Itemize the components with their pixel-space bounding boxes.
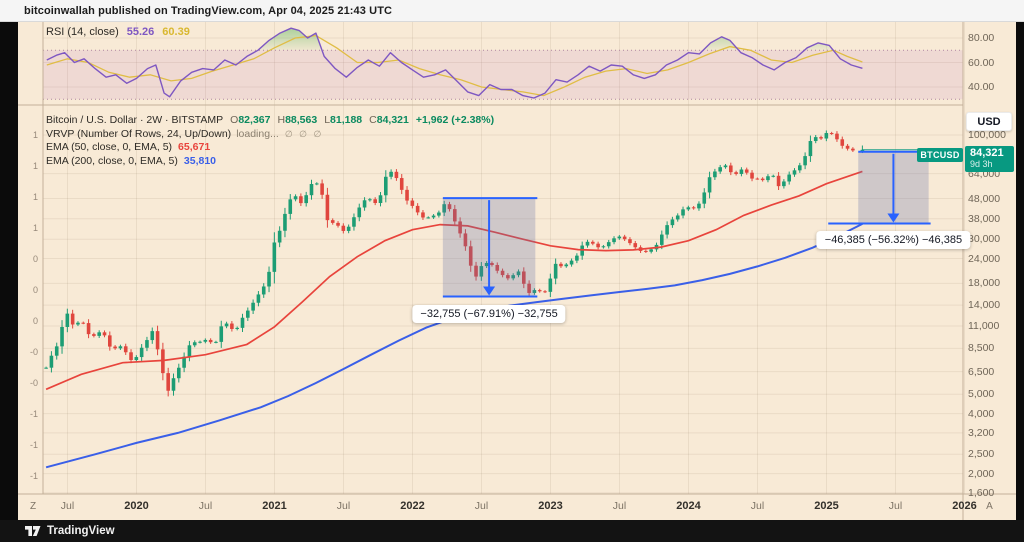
- price-axis-label: 2,000: [968, 467, 995, 480]
- time-axis-label: 2025: [814, 500, 839, 512]
- left-scale-label: 0: [32, 254, 38, 264]
- left-scale-label: -0: [29, 347, 38, 357]
- price-axis-label: 3,200: [968, 426, 995, 439]
- indicator-label: EMA (50, close, 0, EMA, 5): [46, 141, 173, 153]
- rsi-axis-label: 40.00: [968, 81, 995, 93]
- rsi-axis-label: 60.00: [968, 56, 995, 69]
- indicator-legend-rows: VRVP (Number Of Rows, 24, Up/Down) loadin…: [46, 128, 494, 169]
- ema50-line: [45, 170, 863, 391]
- rsi-axis-label: 80.00: [968, 32, 995, 44]
- measurement-label-1: −32,755 (−67.91%) −32,755: [412, 304, 566, 323]
- indicator-label: VRVP (Number Of Rows, 24, Up/Down): [46, 127, 232, 140]
- left-scale-label: -0: [29, 378, 38, 388]
- time-axis-label: 2022: [400, 500, 425, 512]
- time-axis-label: Jul: [750, 500, 765, 512]
- left-scale-label: -1: [29, 440, 38, 450]
- price-axis-label: 6,500: [968, 365, 995, 378]
- time-axis-label: Jul: [198, 500, 213, 512]
- price-axis-label: 14,000: [968, 299, 1001, 312]
- left-scale-label: -1: [29, 471, 38, 481]
- candlestick-series: [44, 130, 865, 397]
- price-axis-label: 8,500: [968, 342, 995, 355]
- grid-lines: [43, 22, 965, 494]
- time-axis-label: Jul: [612, 500, 627, 512]
- ohlc-value: 88,563: [285, 114, 318, 126]
- left-scale-label: 1: [32, 223, 38, 233]
- rsi-indicator-legend[interactable]: RSI (14, close) 55.26 60.39: [46, 26, 190, 38]
- time-axis-label: 2024: [676, 500, 701, 512]
- price-axis-label: 11,000: [968, 320, 1000, 333]
- indicator-action-icons[interactable]: ∅ ∅ ∅: [284, 128, 324, 139]
- rsi-value: 55.26: [126, 26, 155, 38]
- price-axis-label: 1,600: [968, 486, 995, 499]
- symbol-price-tag: BTCUSD: [917, 148, 963, 162]
- rsi-band: [43, 50, 963, 100]
- indicator-legend-row-2[interactable]: EMA (50, close, 0, EMA, 5) 65,671: [46, 141, 494, 155]
- rsi-legend-title: RSI (14, close): [46, 26, 119, 38]
- price-axis-label: 48,000: [968, 192, 1001, 205]
- symbol-title: Bitcoin / U.S. Dollar · 2W · BITSTAMP: [46, 114, 224, 126]
- price-axis-label: 2,500: [968, 448, 995, 461]
- left-scale-label: 0: [32, 285, 38, 295]
- time-axis-label: 2021: [262, 500, 287, 512]
- time-axis-label: 2023: [538, 500, 563, 512]
- price-axis-label: 38,000: [968, 212, 1001, 225]
- left-scale-label: 1: [32, 161, 38, 171]
- change-value: +1,962 (+2.38%): [415, 114, 495, 126]
- symbol-legend-row[interactable]: Bitcoin / U.S. Dollar · 2W · BITSTAMP O82…: [46, 114, 494, 128]
- rsi-ma-value: 60.39: [162, 26, 190, 38]
- ohlc-value: 84,321: [376, 114, 409, 126]
- left-scale-label: 1: [32, 192, 38, 202]
- time-axis-label: Jul: [888, 500, 903, 512]
- price-axis-label: 5,000: [968, 388, 995, 401]
- tradingview-logo-icon[interactable]: [24, 524, 41, 538]
- ohlc-value: 82,367: [238, 114, 271, 126]
- footer-bar: TradingView: [0, 520, 1024, 542]
- ohlc-key: L: [324, 114, 331, 126]
- indicator-status: loading...: [236, 127, 279, 140]
- timezone-corner-button[interactable]: Z: [30, 501, 37, 512]
- indicator-legend-row-3[interactable]: EMA (200, close, 0, EMA, 5) 35,810: [46, 155, 494, 169]
- ohlc-key: C: [369, 114, 377, 126]
- ohlc-value: 81,188: [330, 114, 363, 126]
- chart-canvas[interactable]: [18, 22, 1016, 520]
- bar-countdown: 9d 3h: [970, 158, 993, 169]
- left-scale-label: 1: [32, 130, 38, 140]
- chart-card: RSI (14, close) 55.26 60.39 Bitcoin / U.…: [18, 22, 1016, 520]
- indicator-value: 65,671: [178, 141, 211, 153]
- publish-header-text: bitcoinwallah published on TradingView.c…: [24, 4, 393, 17]
- time-axis-label: 2026: [952, 500, 977, 512]
- indicator-legend-row-1[interactable]: VRVP (Number Of Rows, 24, Up/Down) loadin…: [46, 128, 494, 142]
- time-axis-label: Jul: [336, 500, 351, 512]
- left-scale-label: -1: [29, 409, 38, 419]
- price-axis-label: 24,000: [968, 252, 1001, 265]
- last-price-value: 84,321: [970, 147, 1004, 159]
- price-axis-label: 100,000: [968, 129, 1006, 141]
- time-axis-label: 2020: [124, 500, 149, 512]
- indicator-value: 35,810: [183, 154, 217, 167]
- ohlc-key: O: [230, 114, 239, 126]
- time-axis-label: Jul: [60, 500, 75, 512]
- left-scale-label: 0: [32, 316, 38, 326]
- time-axis-label: Jul: [474, 500, 489, 512]
- currency-usd-button[interactable]: USD: [966, 112, 1012, 131]
- ohlc-values: O82,367 H88,563 L81,188 C84,321: [223, 114, 409, 126]
- price-axis-label: 4,000: [968, 407, 995, 420]
- auto-scale-corner-button[interactable]: A: [986, 501, 993, 512]
- publish-header-bar: bitcoinwallah published on TradingView.c…: [0, 0, 1024, 22]
- price-axis-label: 30,000: [968, 233, 1001, 246]
- indicator-label: EMA (200, close, 0, EMA, 5): [46, 154, 178, 167]
- last-price-badge: 84,321 9d 3h: [965, 146, 1014, 172]
- price-range-tool-1[interactable]: [442, 197, 538, 298]
- rsi-line: [46, 27, 863, 99]
- price-range-tool-2[interactable]: [828, 150, 931, 225]
- measurement-label-2: −46,385 (−56.32%) −46,385: [816, 231, 971, 250]
- main-chart-legend: Bitcoin / U.S. Dollar · 2W · BITSTAMP O82…: [46, 114, 494, 168]
- ohlc-key: H: [277, 114, 286, 126]
- tradingview-brand-text[interactable]: TradingView: [47, 525, 115, 537]
- price-axis-label: 18,000: [968, 277, 1001, 290]
